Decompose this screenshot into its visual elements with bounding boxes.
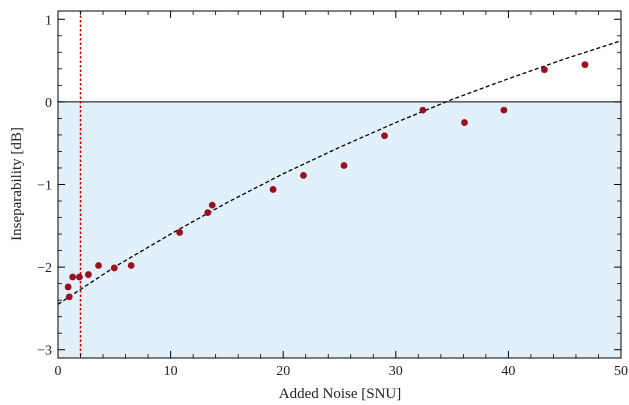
y-axis-title: Inseparability [dB] xyxy=(9,127,25,241)
data-point xyxy=(65,293,73,301)
data-point xyxy=(110,264,118,272)
data-point xyxy=(419,106,427,114)
x-tick-label: 50 xyxy=(614,364,628,379)
x-tick-label: 10 xyxy=(164,364,178,379)
plot-area xyxy=(57,11,622,358)
y-tick-label: −1 xyxy=(37,179,52,194)
data-point xyxy=(381,132,388,140)
data-point xyxy=(340,162,348,169)
axes: 0 10 20 30 40 50 −3 −2 −1 0 1 xyxy=(37,10,628,379)
y-tick-label: −2 xyxy=(37,261,52,276)
data-point xyxy=(176,229,184,236)
data-point xyxy=(300,172,307,179)
data-point xyxy=(500,106,508,114)
x-tick-label: 20 xyxy=(276,364,290,379)
x-tick-label: 0 xyxy=(55,364,62,379)
data-point xyxy=(85,271,92,278)
data-point xyxy=(208,201,216,209)
data-point xyxy=(75,273,83,281)
x-tick-label: 40 xyxy=(501,364,515,379)
data-point xyxy=(204,209,212,216)
data-point xyxy=(581,61,589,69)
shaded-region xyxy=(58,101,621,358)
x-axis-title: Added Noise [SNU] xyxy=(279,386,401,402)
data-point xyxy=(541,66,548,74)
data-point xyxy=(69,273,77,281)
data-point xyxy=(127,262,135,269)
y-tick-label: 1 xyxy=(45,13,52,28)
fit-curve xyxy=(57,40,622,305)
data-point xyxy=(461,119,468,126)
y-tick-label: 0 xyxy=(45,96,52,111)
y-tick-label: −3 xyxy=(37,344,52,359)
x-tick-label: 30 xyxy=(389,364,403,379)
data-point xyxy=(64,283,72,291)
data-point xyxy=(95,262,102,269)
data-point xyxy=(269,186,277,193)
